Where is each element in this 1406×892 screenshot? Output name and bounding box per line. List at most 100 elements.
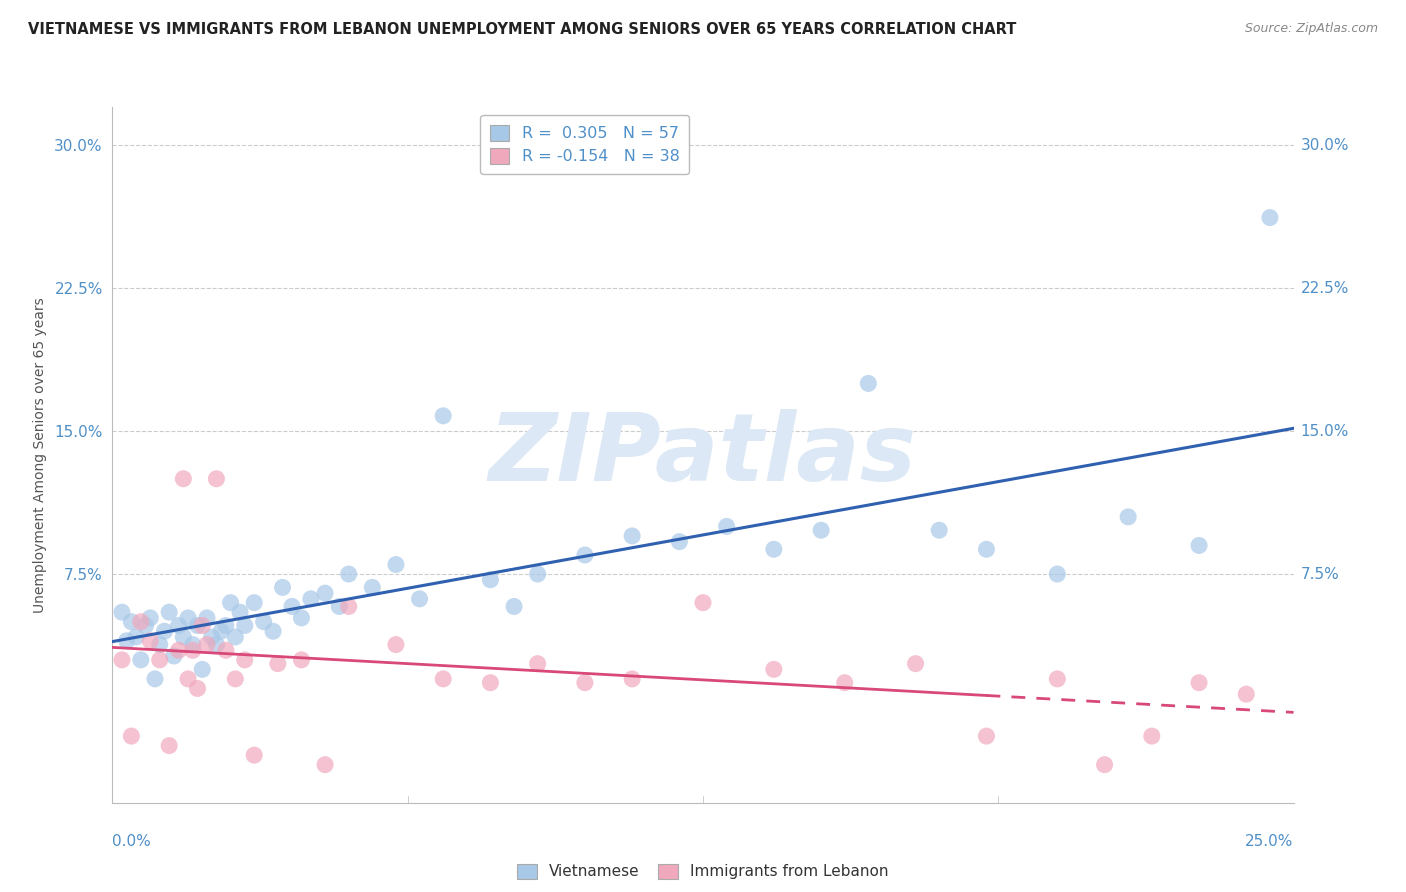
Point [205,472,228,486]
Point [253,615,276,629]
Point [129,615,152,629]
Point [111,653,134,667]
Point [153,624,176,639]
Point [167,643,190,657]
Point [139,611,162,625]
Point [139,633,162,648]
Text: 25.0%: 25.0% [1246,834,1294,849]
Point [810,523,832,537]
Point [290,611,312,625]
Point [328,599,350,614]
Point [762,662,785,676]
Point [191,618,214,632]
Point [385,638,408,652]
Point [574,548,596,562]
Point [928,523,950,537]
Point [177,672,200,686]
Point [115,633,138,648]
Point [621,529,644,543]
Point [503,599,526,614]
Point [195,611,218,625]
Text: 7.5%: 7.5% [1301,566,1340,582]
Point [762,542,785,557]
Point [135,618,157,632]
Point [111,605,134,619]
Text: 15.0%: 15.0% [1301,424,1348,439]
Point [149,653,172,667]
Text: VIETNAMESE VS IMMIGRANTS FROM LEBANON UNEMPLOYMENT AMONG SENIORS OVER 65 YEARS C: VIETNAMESE VS IMMIGRANTS FROM LEBANON UN… [28,22,1017,37]
Point [195,638,218,652]
Point [692,596,714,610]
Point [1188,539,1211,553]
Point [215,618,238,632]
Point [177,611,200,625]
Point [314,586,336,600]
Point [281,599,304,614]
Point [120,615,142,629]
Point [1046,672,1069,686]
Point [186,681,208,696]
Point [408,591,430,606]
Point [181,643,204,657]
Point [243,748,266,763]
Point [1258,211,1281,225]
Point [479,675,502,690]
Point [299,591,322,606]
Point [621,672,644,686]
Point [181,638,204,652]
Text: 0.0%: 0.0% [112,834,152,849]
Point [205,638,228,652]
Point [1140,729,1163,743]
Point [668,534,690,549]
Point [976,729,998,743]
Point [904,657,927,671]
Point [526,567,548,582]
Point [432,409,454,423]
Point [157,739,180,753]
Point [157,605,180,619]
Point [271,581,294,595]
Point [1094,757,1116,772]
Text: 30.0%: 30.0% [1301,137,1348,153]
Point [209,624,232,639]
Point [172,472,194,486]
Point [224,630,246,644]
Point [163,648,186,663]
Point [219,596,242,610]
Y-axis label: Unemployment Among Seniors over 65 years: Unemployment Among Seniors over 65 years [34,297,48,613]
Point [716,519,738,533]
Point [172,630,194,644]
Point [1234,687,1257,701]
Point [120,729,142,743]
Legend: Vietnamese, Immigrants from Lebanon: Vietnamese, Immigrants from Lebanon [510,858,896,886]
Point [215,643,238,657]
Point [1116,509,1139,524]
Point [290,653,312,667]
Point [337,567,360,582]
Point [143,672,166,686]
Point [574,675,596,690]
Point [224,672,246,686]
Point [1046,567,1069,582]
Point [186,618,208,632]
Point [385,558,408,572]
Point [337,599,360,614]
Point [233,653,256,667]
Point [201,630,224,644]
Point [243,596,266,610]
Point [1188,675,1211,690]
Point [149,638,172,652]
Point [167,618,190,632]
Text: ZIPatlas: ZIPatlas [489,409,917,501]
Point [262,624,284,639]
Point [229,605,252,619]
Text: 22.5%: 22.5% [1301,281,1348,295]
Point [125,630,148,644]
Point [191,662,214,676]
Point [479,573,502,587]
Point [834,675,856,690]
Text: Source: ZipAtlas.com: Source: ZipAtlas.com [1244,22,1378,36]
Point [432,672,454,686]
Point [976,542,998,557]
Point [233,618,256,632]
